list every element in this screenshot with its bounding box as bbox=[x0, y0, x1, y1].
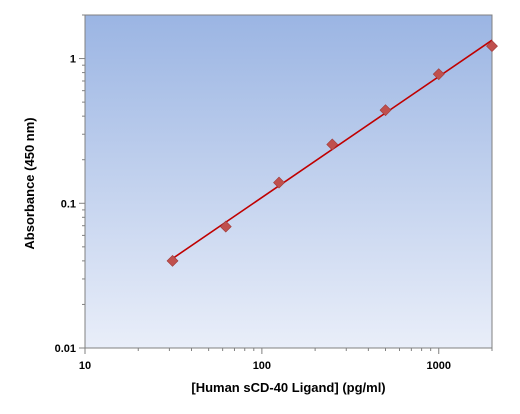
data-point bbox=[326, 138, 339, 151]
axes bbox=[79, 14, 493, 354]
data-points bbox=[166, 40, 498, 267]
x-axis-title: [Human sCD-40 Ligand] (pg/ml) bbox=[191, 380, 385, 395]
y-tick-label: 0.1 bbox=[61, 198, 76, 210]
data-point bbox=[273, 176, 285, 189]
y-axis-title: Absorbance (450 nm) bbox=[22, 117, 37, 249]
data-point bbox=[219, 220, 232, 233]
data-point bbox=[379, 104, 392, 117]
x-tick-label: 100 bbox=[253, 360, 271, 372]
x-tick-label: 1000 bbox=[427, 360, 451, 372]
data-point bbox=[432, 68, 445, 81]
data-point bbox=[486, 40, 498, 52]
plot-area bbox=[85, 15, 492, 348]
y-tick-label: 1 bbox=[70, 54, 76, 66]
data-point bbox=[166, 254, 179, 267]
tick-labels: 0.01 0.1 1 10 100 1000 bbox=[55, 54, 451, 372]
plot-frame bbox=[84, 14, 493, 349]
y-tick-label: 0.01 bbox=[55, 343, 76, 355]
x-tick-label: 10 bbox=[79, 360, 91, 372]
